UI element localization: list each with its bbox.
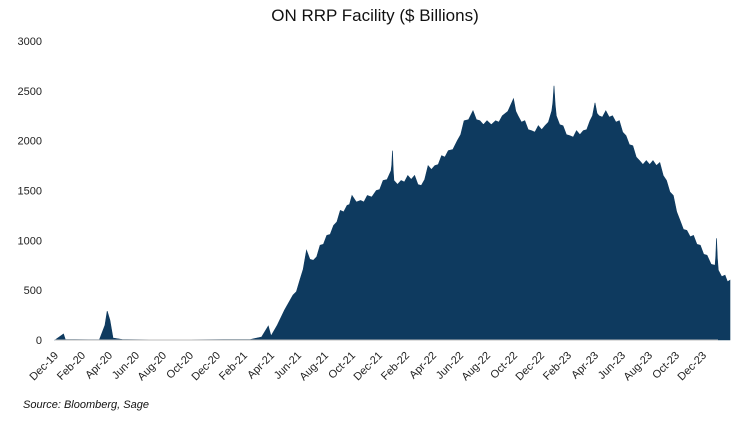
x-tick-label: Feb-23 bbox=[541, 350, 574, 383]
x-tick-label: Aug-23 bbox=[622, 350, 656, 384]
x-tick-label: Feb-21 bbox=[217, 350, 250, 383]
x-tick-label: Dec-22 bbox=[514, 350, 548, 384]
x-tick-label: Dec-19 bbox=[28, 350, 62, 384]
y-tick-label: 2000 bbox=[18, 136, 42, 148]
y-tick-label: 1000 bbox=[18, 235, 42, 247]
x-tick-label: Apr-22 bbox=[407, 350, 439, 382]
y-tick-label: 1500 bbox=[18, 186, 42, 198]
x-tick-label: Dec-21 bbox=[352, 350, 386, 384]
x-tick-label: Apr-21 bbox=[245, 350, 277, 382]
x-tick-label: Feb-20 bbox=[55, 350, 88, 383]
source-note: Source: Bloomberg, Sage bbox=[23, 399, 149, 411]
y-tick-label: 500 bbox=[24, 285, 42, 297]
x-tick-label: Dec-23 bbox=[676, 350, 710, 384]
y-tick-label: 0 bbox=[36, 335, 42, 347]
x-tick-label: Feb-22 bbox=[379, 350, 412, 383]
x-tick-label: Apr-23 bbox=[569, 350, 601, 382]
area-series-on-rrp bbox=[54, 85, 731, 341]
x-tick-label: Aug-21 bbox=[298, 350, 332, 384]
x-tick-label: Aug-22 bbox=[460, 350, 494, 384]
x-tick-label: Apr-20 bbox=[83, 350, 115, 382]
x-tick-label: Dec-20 bbox=[190, 350, 224, 384]
y-tick-label: 2500 bbox=[18, 86, 42, 98]
y-tick-label: 3000 bbox=[18, 36, 42, 48]
chart-title: ON RRP Facility ($ Billions) bbox=[271, 6, 479, 25]
x-tick-label: Aug-20 bbox=[136, 350, 170, 384]
